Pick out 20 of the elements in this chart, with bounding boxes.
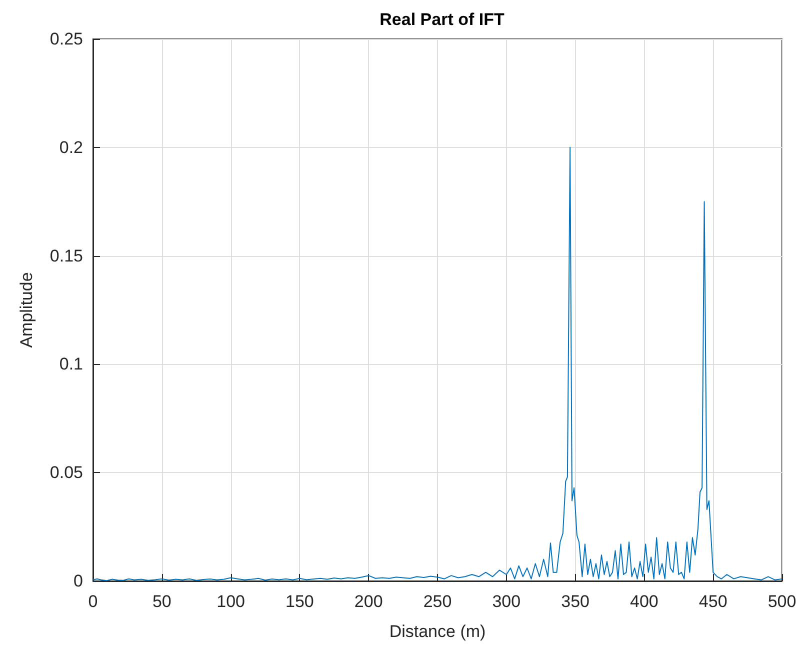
x-tick-label: 450 xyxy=(698,592,728,611)
x-tick-label: 50 xyxy=(152,592,172,611)
y-tick-label: 0.25 xyxy=(50,30,83,48)
x-axis-title: Distance (m) xyxy=(389,622,486,641)
x-tick-label: 250 xyxy=(423,592,452,611)
x-tick-label: 100 xyxy=(216,592,245,611)
y-tick-label: 0.1 xyxy=(59,354,83,374)
y-axis-title: Amplitude xyxy=(17,272,36,348)
y-tick-label: 0.2 xyxy=(59,138,83,157)
x-tick-label: 150 xyxy=(286,592,314,611)
y-tick-label: 0 xyxy=(74,572,83,590)
y-tick-label: 0.05 xyxy=(50,463,83,482)
x-tick-label: 400 xyxy=(630,592,658,611)
x-tick-label: 0 xyxy=(88,592,98,611)
x-tick-label: 500 xyxy=(768,592,796,611)
x-tick-label: 300 xyxy=(492,592,521,611)
y-tick-label: 0.15 xyxy=(50,246,83,266)
x-tick-label: 350 xyxy=(561,592,590,611)
x-tick-label: 200 xyxy=(354,592,383,611)
chart-title: Real Part of IFT xyxy=(380,10,505,29)
